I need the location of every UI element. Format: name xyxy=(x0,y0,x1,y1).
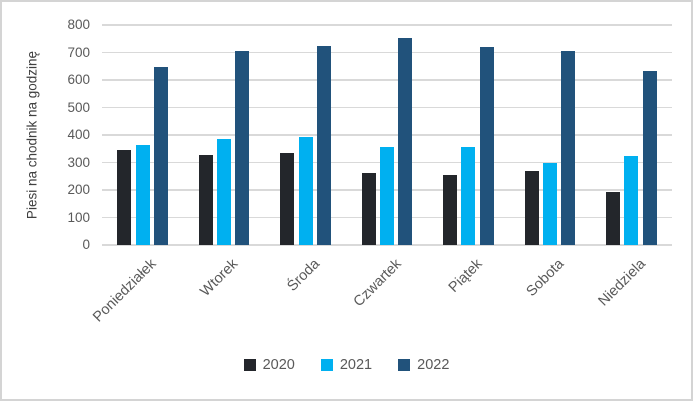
legend-item-2022: 2022 xyxy=(398,357,449,373)
bar-2021-piatek xyxy=(461,147,476,245)
x-label-czwartek: Czwartek xyxy=(350,256,405,311)
bar-2020-wtorek xyxy=(198,155,213,245)
y-tick-label-300: 300 xyxy=(67,154,90,170)
bar-2021-sobota xyxy=(542,163,557,245)
bar-2022-sobota xyxy=(561,51,576,245)
x-label-sobota: Sobota xyxy=(523,256,568,300)
bar-2020-piatek xyxy=(443,174,458,245)
bar-2022-niedziela xyxy=(642,71,657,245)
gridline-400 xyxy=(102,134,672,136)
gridline-600 xyxy=(102,79,672,81)
bar-2020-sroda xyxy=(280,153,295,245)
x-label-piatek: Piątek xyxy=(445,256,486,296)
bar-2022-piatek xyxy=(479,47,494,245)
x-label-niedziela: Niedziela xyxy=(595,256,649,310)
y-tick-label-200: 200 xyxy=(67,182,90,197)
legend-swatch-2022 xyxy=(398,359,411,371)
bar-2022-czwartek xyxy=(398,37,413,245)
bar-2021-czwartek xyxy=(380,147,394,245)
y-tick-label-0: 0 xyxy=(82,237,90,252)
x-label-wtorek: Wtorek xyxy=(197,256,242,300)
bar-2020-czwartek xyxy=(361,172,376,245)
bar-2022-sroda xyxy=(316,45,331,245)
legend-label-2021: 2021 xyxy=(339,357,373,373)
y-tick-label-700: 700 xyxy=(67,44,90,60)
legend: 2020 2021 2022 xyxy=(2,357,691,373)
gridline-700 xyxy=(102,51,672,54)
legend-label-2022: 2022 xyxy=(417,357,450,373)
bar-2020-sobota xyxy=(524,170,539,245)
x-label-sroda: Środa xyxy=(284,256,323,295)
gridline-500 xyxy=(102,106,672,109)
gridline-800 xyxy=(102,24,672,26)
plot-area xyxy=(102,24,672,246)
bar-2021-wtorek xyxy=(217,139,232,245)
legend-item-2021: 2021 xyxy=(320,357,373,373)
y-tick-label-500: 500 xyxy=(67,99,90,115)
bar-2021-poniedzialek xyxy=(135,145,150,245)
y-axis-title: Piesi na chodnik na godzinę xyxy=(24,50,40,220)
bar-2021-sroda xyxy=(298,137,313,245)
legend-label-2020: 2020 xyxy=(262,357,295,373)
bar-2021-niedziela xyxy=(624,156,639,245)
y-tick-label-400: 400 xyxy=(67,127,90,142)
bar-2022-wtorek xyxy=(235,50,250,245)
x-label-poniedzialek: Poniedziałek xyxy=(90,256,161,326)
y-tick-label-100: 100 xyxy=(67,209,90,225)
legend-item-2020: 2020 xyxy=(243,357,295,373)
bar-2022-poniedzialek xyxy=(154,66,168,245)
y-tick-label-800: 800 xyxy=(67,17,90,32)
bar-2020-poniedzialek xyxy=(117,150,132,245)
gridline-0 xyxy=(102,244,672,246)
legend-swatch-2021 xyxy=(320,359,333,371)
y-tick-label-600: 600 xyxy=(67,72,90,87)
legend-swatch-2020 xyxy=(243,359,256,371)
bar-2020-niedziela xyxy=(605,191,620,245)
